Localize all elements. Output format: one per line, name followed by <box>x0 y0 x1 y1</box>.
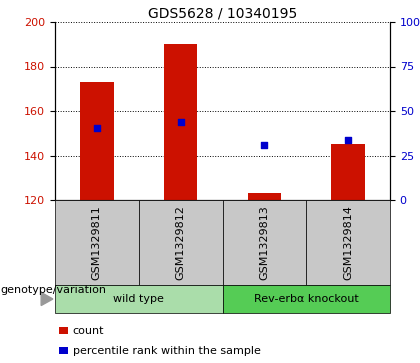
Text: GSM1329811: GSM1329811 <box>92 205 102 280</box>
Point <box>177 119 184 125</box>
Text: GSM1329812: GSM1329812 <box>176 205 186 280</box>
Text: genotype/variation: genotype/variation <box>0 285 106 295</box>
Text: percentile rank within the sample: percentile rank within the sample <box>73 346 260 355</box>
Point <box>345 138 352 143</box>
Title: GDS5628 / 10340195: GDS5628 / 10340195 <box>148 7 297 21</box>
Text: GSM1329814: GSM1329814 <box>343 205 353 280</box>
Bar <box>80 82 114 200</box>
Text: count: count <box>73 326 104 335</box>
Point <box>261 142 268 148</box>
Text: Rev-erbα knockout: Rev-erbα knockout <box>254 294 359 304</box>
Text: wild type: wild type <box>113 294 164 304</box>
Bar <box>248 193 281 200</box>
Bar <box>331 144 365 200</box>
Point <box>94 125 100 131</box>
Bar <box>164 44 197 200</box>
Polygon shape <box>41 293 53 306</box>
Text: GSM1329813: GSM1329813 <box>260 205 269 280</box>
